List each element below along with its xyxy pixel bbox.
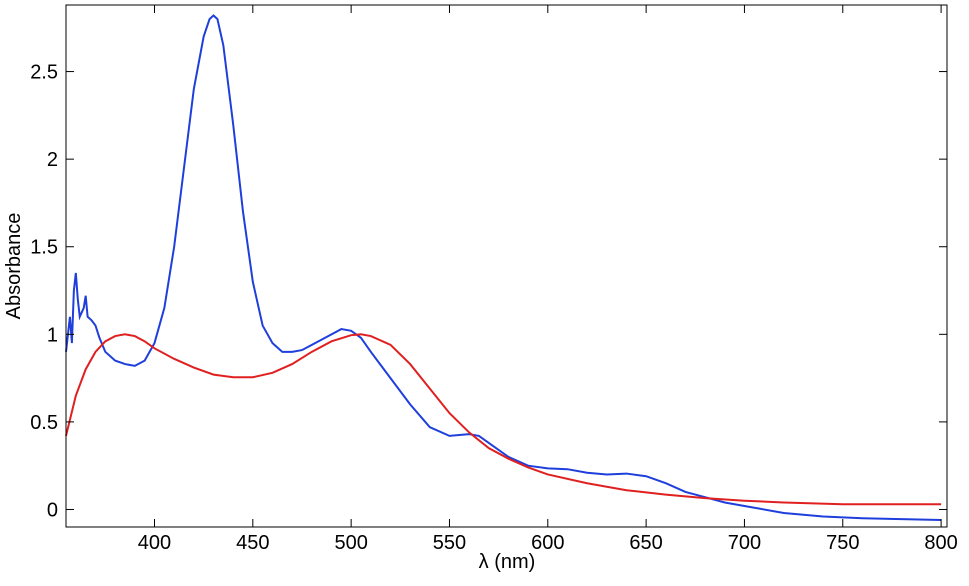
y-tick-label: 0 <box>47 499 58 521</box>
x-tick-label: 450 <box>236 532 269 554</box>
data-line <box>65 14 942 521</box>
x-tick-label: 500 <box>334 532 367 554</box>
plot-frame <box>65 4 948 528</box>
x-tick-label: 800 <box>924 532 957 554</box>
y-tick-label: 1.5 <box>30 237 58 259</box>
y-tick-label: 2.5 <box>30 62 58 84</box>
y-tick-label: 2 <box>47 149 58 171</box>
x-tick-label: 550 <box>433 532 466 554</box>
x-tick-label: 700 <box>728 532 761 554</box>
y-tick-label: 1 <box>47 324 58 346</box>
x-tick-label: 600 <box>531 532 564 554</box>
y-tick-label: 0.5 <box>30 412 58 434</box>
y-axis-label: Absorbance <box>3 213 25 320</box>
x-tick-label: 650 <box>629 532 662 554</box>
data-line <box>65 333 942 506</box>
x-tick-label: 750 <box>826 532 859 554</box>
x-axis-label: λ (nm) <box>479 551 536 573</box>
x-tick-label: 400 <box>138 532 171 554</box>
